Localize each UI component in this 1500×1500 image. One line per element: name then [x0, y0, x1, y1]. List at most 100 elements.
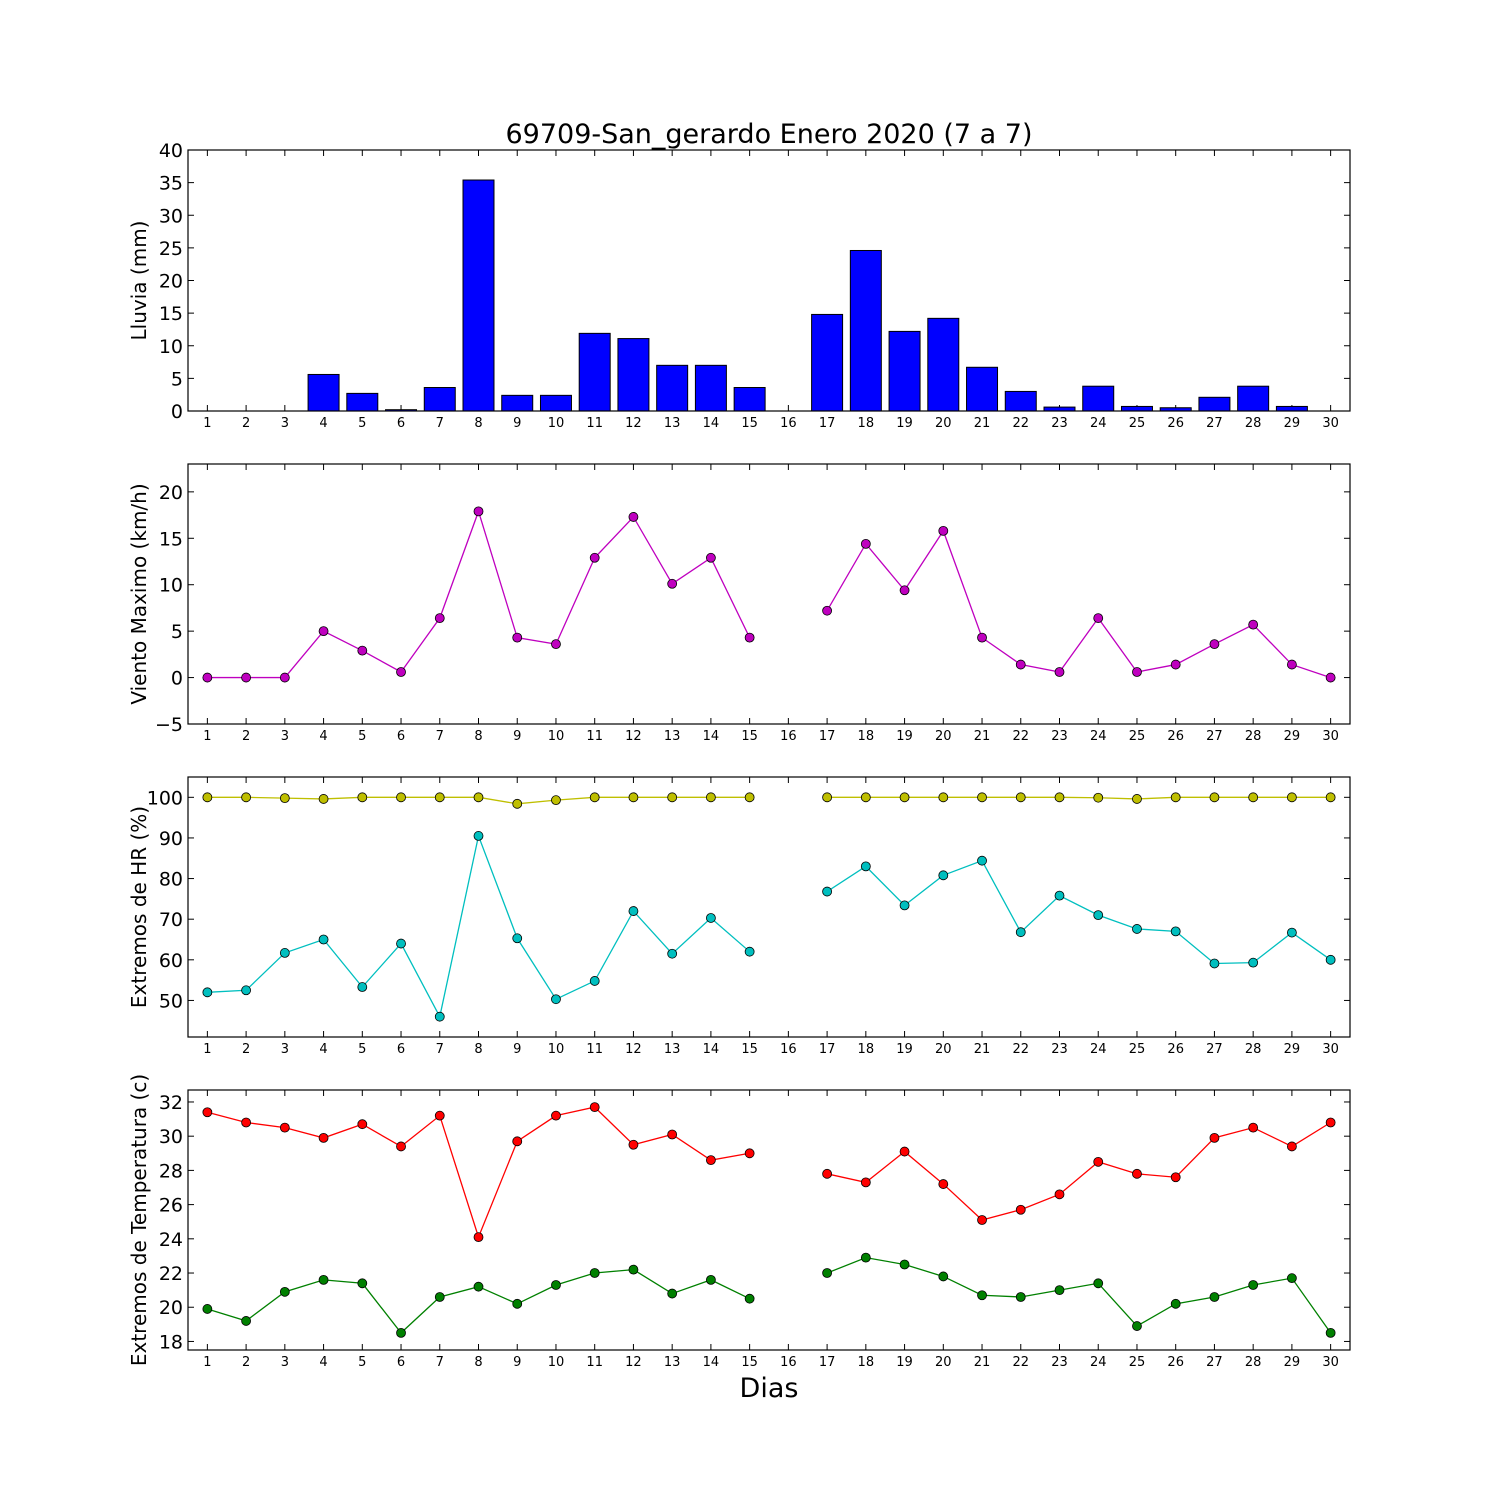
data-point [318, 934, 329, 945]
data-point [396, 938, 406, 949]
x-tick-label: 16 [780, 416, 797, 431]
data-point [589, 792, 600, 803]
data-point [938, 870, 949, 881]
data-point [977, 855, 987, 866]
x-tick-label: 9 [513, 729, 521, 744]
data-point [706, 913, 716, 923]
x-tick-label: 9 [513, 416, 521, 431]
data-point [938, 1271, 949, 1282]
data-point [1287, 659, 1297, 670]
data-point [512, 933, 523, 944]
data-point [822, 605, 832, 616]
y-tick-label: 25 [159, 238, 183, 260]
data-point [744, 946, 755, 957]
data-point [357, 1119, 368, 1130]
x-tick-label: 11 [586, 1355, 603, 1370]
x-tick-label: 10 [548, 1355, 565, 1370]
data-point [589, 552, 600, 563]
x-tick-label: 12 [625, 416, 642, 431]
data-point [589, 976, 600, 986]
data-point [551, 994, 561, 1005]
x-tick-label: 24 [1090, 729, 1107, 744]
bar [733, 387, 766, 412]
x-tick-label: 7 [436, 1355, 444, 1370]
x-tick-label: 18 [858, 416, 875, 431]
data-point [1054, 1285, 1065, 1296]
y-tick-label: 35 [159, 173, 183, 195]
data-point [628, 792, 639, 803]
data-point [512, 1298, 523, 1309]
y-tick-label: 30 [159, 205, 183, 227]
y-axis-label: Viento Maximo (km/h) [127, 483, 151, 704]
x-tick-label: 26 [1167, 416, 1184, 431]
x-tick-label: 17 [819, 1355, 836, 1370]
data-point [357, 1278, 368, 1289]
x-tick-label: 7 [436, 729, 444, 744]
data-point [1054, 1189, 1065, 1200]
x-tick-label: 2 [242, 729, 250, 744]
data-point [202, 987, 213, 998]
data-point [318, 1132, 329, 1143]
y-tick-label: 50 [159, 990, 183, 1012]
data-point [1015, 659, 1026, 670]
x-tick-label: 10 [548, 729, 565, 744]
x-tick-label: 23 [1051, 1042, 1068, 1057]
x-tick-label: 5 [358, 729, 366, 744]
x-tick-label: 3 [281, 729, 289, 744]
data-point [1325, 672, 1336, 683]
x-tick-label: 23 [1051, 1355, 1068, 1370]
data-point [860, 1252, 871, 1263]
data-point [822, 1268, 832, 1278]
bar [888, 330, 921, 412]
data-point [1325, 954, 1336, 965]
x-tick-label: 25 [1129, 1355, 1146, 1370]
x-tick-label: 22 [1012, 729, 1029, 744]
x-tick-label: 13 [664, 1355, 681, 1370]
data-point [1132, 667, 1142, 677]
data-point [899, 1259, 910, 1270]
data-point [434, 792, 445, 803]
data-point [1132, 1168, 1142, 1179]
bar [1082, 385, 1115, 412]
x-tick-label: 3 [281, 416, 289, 431]
x-tick-label: 16 [780, 729, 797, 744]
x-tick-label: 19 [896, 1042, 913, 1057]
data-point [357, 792, 368, 803]
bar [423, 387, 456, 412]
y-axis-label: Extremos de Temperatura (c) [127, 1074, 151, 1366]
y-tick-label: 0 [171, 401, 183, 423]
data-point [977, 1290, 987, 1301]
x-tick-label: 1 [203, 1042, 211, 1057]
x-tick-label: 30 [1322, 729, 1339, 744]
data-point [551, 639, 561, 650]
x-tick-label: 10 [548, 1042, 565, 1057]
x-tick-label: 29 [1284, 416, 1301, 431]
bar [1237, 385, 1270, 412]
data-point [899, 585, 910, 596]
data-point [1093, 792, 1104, 803]
bar [346, 392, 379, 412]
x-tick-label: 26 [1167, 1355, 1184, 1370]
y-tick-label: 20 [159, 271, 183, 293]
data-point [667, 578, 678, 589]
y-tick-label: 100 [147, 787, 183, 809]
series-line [826, 529, 1331, 679]
data-point [551, 1110, 561, 1121]
x-tick-label: 14 [703, 1355, 720, 1370]
data-point [860, 861, 871, 872]
x-tick-label: 19 [896, 729, 913, 744]
data-point [396, 1327, 406, 1338]
x-tick-label: 14 [703, 729, 720, 744]
y-tick-label: 0 [171, 668, 183, 690]
data-point [1015, 1292, 1026, 1302]
x-tick-label: 17 [819, 416, 836, 431]
x-tick-label: 28 [1245, 416, 1262, 431]
data-point [628, 1139, 639, 1150]
x-tick-label: 2 [242, 416, 250, 431]
x-tick-label: 2 [242, 1042, 250, 1057]
data-point [628, 906, 639, 916]
x-tick-label: 7 [436, 416, 444, 431]
data-point [318, 626, 329, 637]
x-tick-label: 27 [1206, 416, 1223, 431]
